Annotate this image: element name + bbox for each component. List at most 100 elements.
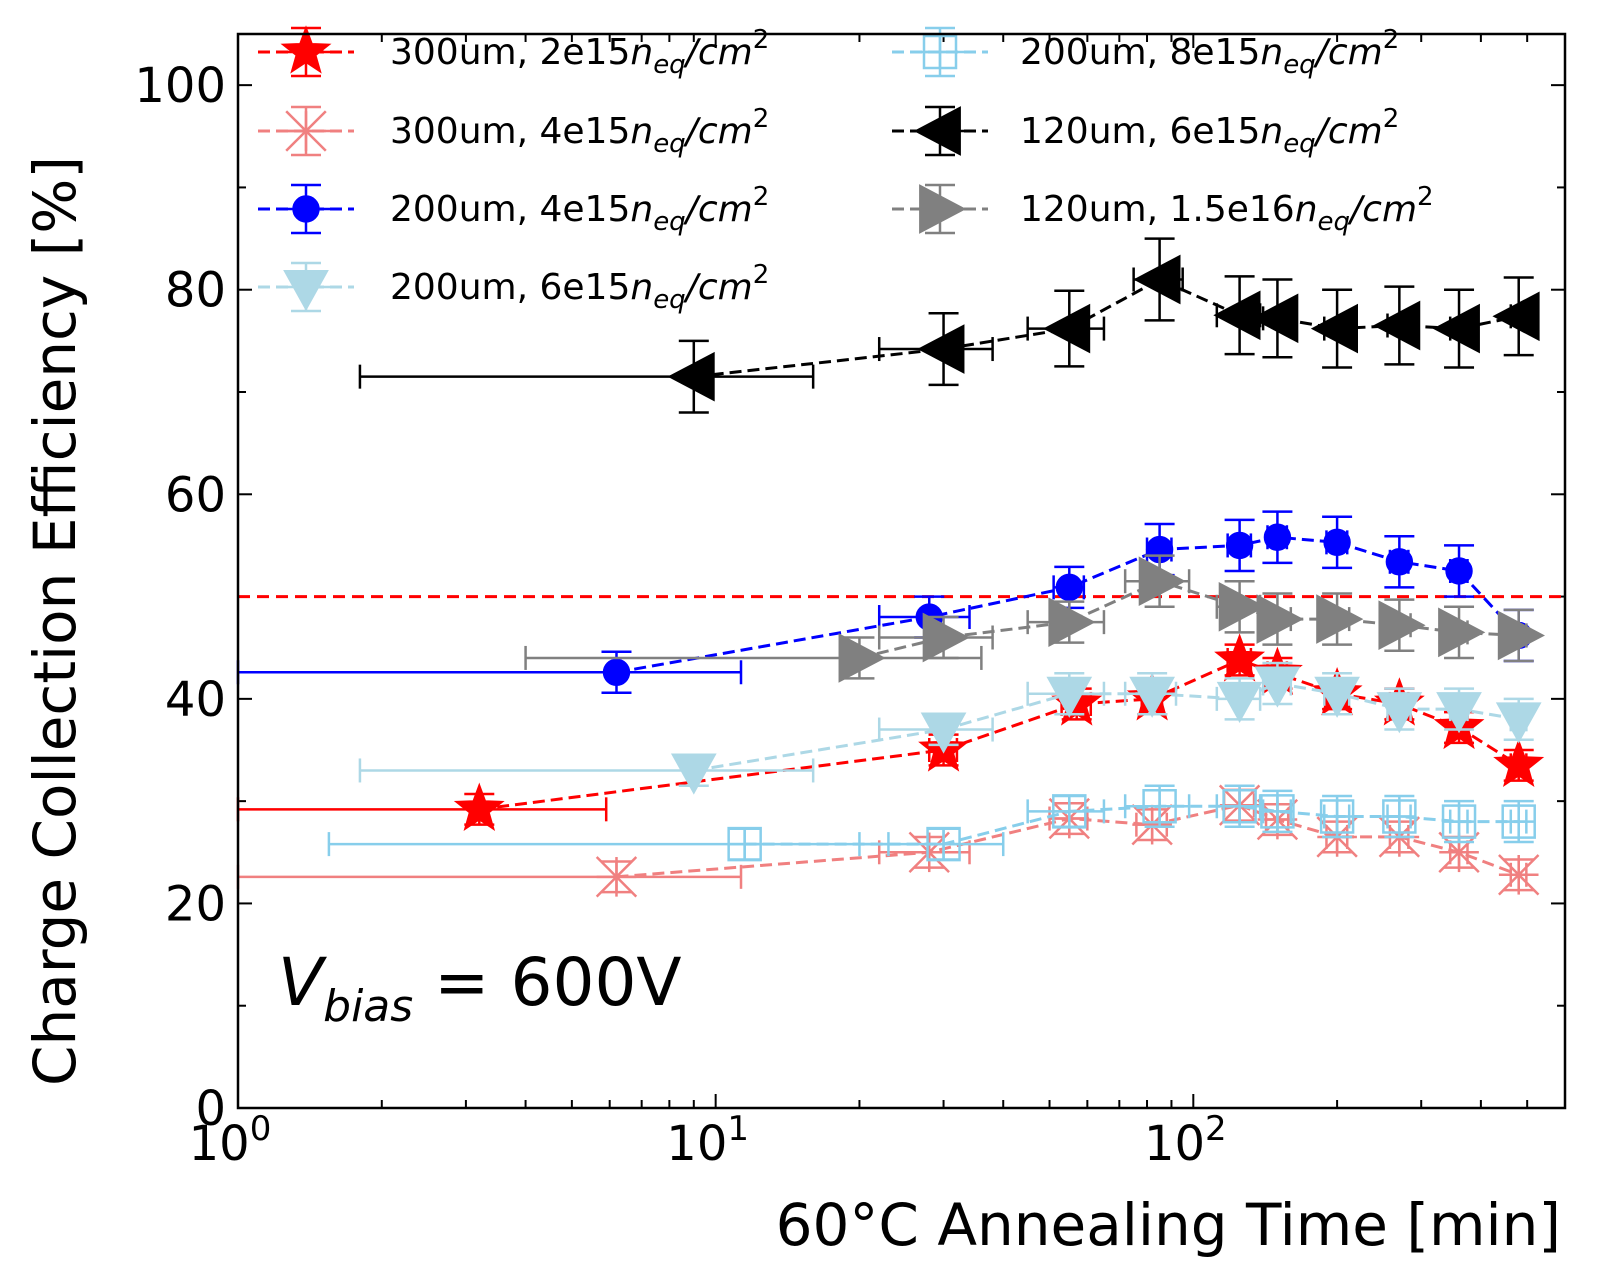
labels-layer: 0 20 40 60 80 100 100 101 102 60°C Annealing Time…: [21, 58, 1561, 1259]
data-point: [1142, 789, 1177, 824]
y-tick-label: 100: [134, 58, 226, 114]
x-axis-title: 60°C Annealing Time [min]: [776, 1191, 1561, 1259]
legend: 300um, 2e15neq/cm2 300um, 4e15neq/cm2 200u…: [258, 25, 1434, 315]
data-point: [1129, 676, 1175, 718]
data-point: [1445, 557, 1473, 585]
legend-entry: 200um, 8e15neq/cm2: [892, 25, 1399, 80]
data-point: [1319, 799, 1355, 834]
legend-entry: 300um, 4e15neq/cm2: [258, 104, 769, 159]
legend-entry: 120um, 6e15neq/cm2: [892, 104, 1399, 159]
data-point: [1501, 804, 1536, 839]
data-point: [1310, 303, 1359, 354]
data-point: [285, 110, 327, 152]
series-4: [327, 784, 1536, 862]
data-point: [917, 324, 965, 374]
data-point: [1316, 594, 1364, 644]
data-point: [1055, 573, 1083, 602]
data-point: [1495, 702, 1542, 744]
data-point: [1438, 607, 1486, 658]
data-point: [727, 826, 762, 862]
data-point: [1441, 804, 1477, 839]
data-point: [1376, 692, 1423, 734]
legend-label: 200um, 8e15neq/cm2: [1020, 25, 1399, 80]
data-point: [1046, 676, 1093, 718]
legend-entry: 300um, 2e15neq/cm2: [258, 25, 769, 80]
legend-label: 300um, 4e15neq/cm2: [390, 104, 769, 159]
data-point: [1216, 681, 1263, 723]
data-point: [922, 612, 970, 663]
bias-annotation: Vbias = 600V: [278, 944, 682, 1032]
legend-entry: 200um, 4e15neq/cm2: [258, 182, 769, 237]
data-point: [920, 712, 967, 754]
ticks-layer: [237, 34, 1566, 1109]
data-point: [1048, 597, 1096, 647]
y-tick-label: 80: [165, 263, 226, 319]
legend-label: 120um, 6e15neq/cm2: [1020, 104, 1399, 159]
series-6: [524, 554, 1545, 683]
data-point: [1214, 633, 1266, 682]
series-line: [693, 681, 1519, 772]
data-point: [1138, 556, 1186, 607]
data-point: [1498, 854, 1540, 896]
data-point: [1432, 303, 1480, 354]
data-point: [1373, 300, 1421, 351]
plot-frame: [236, 32, 1567, 1110]
legend-entry: 120um, 1.5e16neq/cm2: [892, 182, 1434, 237]
data-point: [453, 782, 505, 831]
y-tick-label: 0: [195, 1081, 226, 1137]
legend-label: 300um, 2e15neq/cm2: [390, 25, 769, 80]
legend-label: 120um, 1.5e16neq/cm2: [1020, 182, 1434, 237]
data-point: [926, 826, 961, 862]
series-5: [358, 237, 1540, 414]
data-point: [1382, 799, 1417, 834]
series-line: [616, 803, 1520, 879]
series-layer: [236, 237, 1545, 898]
data-point: [595, 856, 638, 898]
data-point: [838, 633, 886, 683]
data-point: [1323, 528, 1351, 557]
data-point: [1385, 548, 1414, 576]
data-point: [1436, 692, 1482, 734]
data-point: [922, 34, 958, 70]
data-point: [602, 658, 631, 686]
data-point: [283, 270, 329, 312]
data-point: [1438, 831, 1480, 873]
data-point: [1493, 738, 1545, 787]
data-point: [1131, 803, 1173, 846]
data-point: [1254, 666, 1301, 708]
x-tick-label: 102: [1144, 1109, 1227, 1172]
data-point: [667, 351, 715, 402]
legend-entry: 200um, 6e15neq/cm2: [258, 260, 769, 315]
series-line: [693, 277, 1520, 379]
x-tick-label: 101: [666, 1109, 749, 1172]
data-point: [670, 753, 717, 795]
y-tick-label: 40: [165, 672, 226, 728]
data-point: [1263, 523, 1292, 551]
legend-label: 200um, 6e15neq/cm2: [390, 260, 769, 315]
legend-label: 200um, 4e15neq/cm2: [390, 182, 769, 237]
data-point: [1314, 676, 1360, 718]
data-point: [1043, 303, 1091, 354]
data-point: [1225, 531, 1254, 560]
y-tick-label: 60: [165, 467, 226, 523]
data-point: [1378, 600, 1426, 651]
data-point: [919, 184, 967, 234]
data-point: [280, 25, 332, 74]
data-point: [1260, 794, 1295, 829]
data-point: [1218, 581, 1266, 632]
y-axis-title: Charge Collection Efficiency [%]: [21, 156, 89, 1086]
series-line: [744, 804, 1519, 846]
data-point: [1251, 293, 1299, 344]
data-point: [1256, 594, 1304, 644]
data-point: [1052, 794, 1087, 829]
data-point: [1222, 789, 1257, 824]
series-line: [616, 535, 1520, 674]
data-point: [1133, 254, 1181, 305]
data-point: [1492, 291, 1540, 342]
x-tick-label: 100: [189, 1109, 272, 1172]
series-3: [358, 661, 1542, 795]
data-point: [913, 106, 961, 156]
data-point: [1497, 610, 1545, 661]
data-point: [292, 195, 320, 223]
